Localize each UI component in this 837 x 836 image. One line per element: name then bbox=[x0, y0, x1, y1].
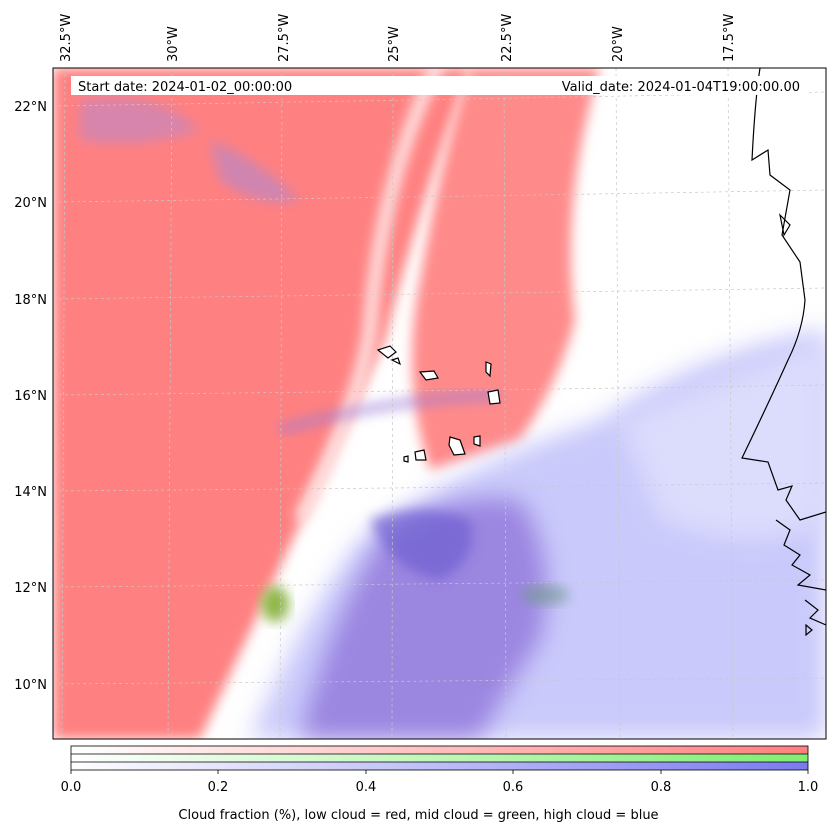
guinea-coast bbox=[804, 599, 826, 626]
fogo-island bbox=[414, 449, 427, 461]
coastlines bbox=[741, 68, 826, 637]
colorbar-tick-label: 0.6 bbox=[503, 780, 524, 795]
colorbar-mid-cloud bbox=[71, 754, 808, 762]
sal-island bbox=[485, 361, 492, 378]
colorbar-tick-label: 0.2 bbox=[208, 780, 229, 795]
colorbar-tick-marks bbox=[70, 770, 809, 774]
lon-label: 32.5°W bbox=[59, 14, 74, 62]
lat-label: 16°N bbox=[14, 389, 47, 404]
sao-nicolau-island bbox=[418, 370, 439, 381]
lat-label: 22°N bbox=[14, 100, 47, 115]
lon-label: 20°W bbox=[611, 26, 626, 62]
high-cloud-northwest bbox=[80, 98, 200, 144]
santiago-island bbox=[448, 436, 466, 456]
high-cloud-core bbox=[370, 510, 472, 580]
high-cloud-north bbox=[210, 140, 300, 203]
boa-vista-island bbox=[487, 389, 501, 405]
high-cloud-band bbox=[278, 390, 501, 435]
lat-label: 14°N bbox=[14, 485, 47, 500]
mid-cloud-patch bbox=[261, 586, 289, 622]
colorbar: 0.0 0.2 0.4 0.6 0.8 1.0 bbox=[61, 745, 819, 795]
lon-label: 17.5°W bbox=[722, 14, 737, 62]
lon-label: 25°W bbox=[387, 26, 402, 62]
guinea-bissau-coast bbox=[775, 519, 826, 591]
lat-label: 20°N bbox=[14, 196, 47, 211]
brava-island bbox=[403, 455, 409, 463]
cloud-field-layers bbox=[53, 68, 826, 739]
cape-verde-islands bbox=[376, 345, 501, 463]
colorbar-tick-label: 0.8 bbox=[651, 780, 672, 795]
mid-cloud-patch-east bbox=[521, 585, 569, 605]
colorbar-high-cloud bbox=[71, 762, 808, 770]
lat-label: 12°N bbox=[14, 581, 47, 596]
lon-label: 27.5°W bbox=[277, 14, 292, 62]
colorbar-low-cloud bbox=[71, 746, 808, 754]
lon-label: 22.5°W bbox=[500, 14, 515, 62]
low-cloud-west bbox=[53, 68, 470, 739]
colorbar-tick-label: 1.0 bbox=[798, 780, 819, 795]
santo-antao-island bbox=[376, 345, 397, 359]
latitude-labels: 22°N 20°N 18°N 16°N 14°N 12°N 10°N bbox=[14, 100, 47, 693]
gridlines bbox=[53, 68, 826, 739]
maio-island bbox=[473, 435, 481, 447]
start-date-label: Start date: 2024-01-02_00:00:00 bbox=[78, 80, 292, 95]
lon-label: 30°W bbox=[166, 26, 181, 62]
header-banner bbox=[71, 76, 808, 95]
colorbar-caption: Cloud fraction (%), low cloud = red, mid… bbox=[178, 808, 659, 823]
longitude-labels: 32.5°W 30°W 27.5°W 25°W 22.5°W 20°W 17.5… bbox=[59, 14, 737, 62]
map-frame bbox=[52, 67, 827, 740]
colorbar-tick-label: 0.0 bbox=[61, 780, 82, 795]
clear-streak bbox=[293, 68, 444, 524]
colorbar-tick-label: 0.4 bbox=[356, 780, 377, 795]
high-over-low-overlap bbox=[300, 498, 547, 739]
low-cloud-central bbox=[412, 68, 600, 470]
lat-label: 18°N bbox=[14, 293, 47, 308]
valid-date-label: Valid_date: 2024-01-04T19:00:00.00 bbox=[562, 80, 800, 95]
lat-label: 10°N bbox=[14, 678, 47, 693]
sao-vicente-island bbox=[390, 357, 402, 366]
african-coast bbox=[741, 68, 826, 521]
